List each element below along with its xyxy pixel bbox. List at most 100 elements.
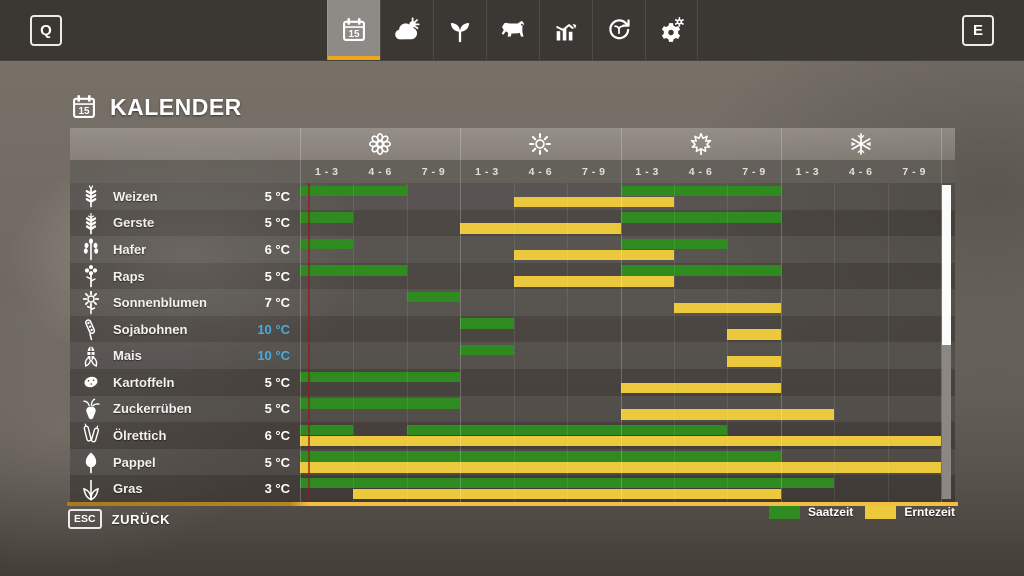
sugarbeet-icon (79, 397, 103, 421)
crop-row-weizen: Weizen 5 °C (70, 183, 955, 210)
season-winter (781, 128, 941, 160)
esc-key-badge: ESC (68, 509, 102, 529)
harvest-bar (620, 382, 781, 394)
crop-label: Gras 3 °C (70, 475, 300, 502)
crop-germination-temp: 5 °C (264, 188, 290, 204)
sow-color-swatch (768, 505, 800, 519)
crop-label: Sonnenblumen 7 °C (70, 289, 300, 316)
period-label-winter-1: 1 - 3 (795, 165, 820, 178)
tab-calendar[interactable]: 15 (326, 0, 380, 60)
scrollbar[interactable] (942, 185, 951, 499)
crop-germination-temp: 5 °C (264, 215, 290, 231)
top-menu-bar: Q 15 E (0, 0, 1024, 60)
hotkey-q-badge[interactable]: Q (30, 15, 62, 46)
legend-item-harvest: Erntezeit (865, 505, 955, 519)
back-button[interactable]: ESC ZURÜCK (68, 509, 170, 529)
crop-germination-temp: 3 °C (264, 481, 290, 497)
period-label-spring-1: 1 - 3 (314, 165, 339, 178)
period-header-row: 1 - 3 4 - 6 7 - 9 1 - 3 4 - 6 7 - 9 1 - 3 4 - 6… (70, 160, 955, 183)
crop-germination-temp: 5 °C (264, 374, 290, 390)
tab-crops[interactable] (432, 0, 486, 60)
sow-bar (300, 371, 461, 383)
sow-bar (620, 265, 781, 276)
crop-germination-temp: 10 °C (257, 321, 290, 337)
hotkey-e-badge[interactable]: E (962, 15, 994, 46)
soybean-icon (79, 317, 103, 341)
crop-row-kartoffeln: Kartoffeln 5 °C (70, 369, 955, 396)
crop-germination-temp: 5 °C (264, 268, 290, 284)
harvest-color-swatch (865, 505, 897, 519)
crop-name: Kartoffeln (113, 374, 175, 390)
crop-name: Sojabohnen (113, 321, 188, 337)
season-header-row (70, 128, 955, 160)
crop-name: Pappel (113, 454, 156, 470)
harvest-bar (513, 276, 674, 287)
crop-germination-temp: 6 °C (264, 427, 290, 443)
crop-name: Raps (113, 268, 145, 284)
crop-timeline (300, 210, 941, 237)
crop-timeline (300, 263, 941, 290)
period-label-summer-3: 7 - 9 (581, 165, 606, 178)
period-label-autumn-1: 1 - 3 (635, 165, 659, 178)
cow-icon (498, 15, 528, 45)
crop-row-hafer: Hafer 6 °C (70, 236, 955, 263)
gear-icon (656, 15, 686, 45)
crop-row-sonnenblumen: Sonnenblumen 7 °C (70, 289, 955, 316)
crop-label: Sojabohnen 10 °C (70, 316, 300, 343)
crop-timeline (300, 183, 941, 210)
svg-text:15: 15 (78, 106, 90, 117)
sow-bar (300, 477, 835, 489)
legend-item-sow: Saatzeit (768, 505, 854, 519)
scrollbar-thumb[interactable] (942, 185, 951, 346)
sow-bar (460, 344, 514, 356)
corn-icon (79, 344, 103, 368)
sow-bar (300, 212, 354, 223)
harvest-bar (460, 223, 621, 234)
crop-name: Gerste (113, 215, 155, 231)
leaf-icon (688, 131, 714, 157)
weather-icon (392, 15, 422, 45)
menu-tabs: 15 (326, 0, 698, 60)
tab-economy[interactable] (591, 0, 645, 60)
season-spring (300, 128, 460, 160)
sow-bar (620, 238, 728, 250)
crop-timeline (300, 342, 941, 369)
season-autumn (621, 128, 781, 160)
harvest-bar (300, 462, 941, 473)
crop-germination-temp: 5 °C (264, 401, 290, 417)
radish-icon (79, 423, 103, 447)
poplar-icon (79, 450, 103, 474)
period-label-spring-2: 4 - 6 (368, 165, 392, 178)
page-title: KALENDER (110, 93, 242, 120)
crop-label: Weizen 5 °C (70, 183, 300, 210)
crop-label: Kartoffeln 5 °C (70, 369, 300, 396)
crop-name: Gras (113, 481, 143, 497)
tab-statistics[interactable] (538, 0, 592, 60)
potato-icon (79, 370, 103, 394)
crop-row-zuckerrben: Zuckerrüben 5 °C (70, 395, 955, 423)
crop-germination-temp: 10 °C (257, 348, 290, 364)
sow-bar (300, 451, 781, 462)
harvest-bar (513, 196, 674, 208)
crop-name: Weizen (113, 188, 158, 204)
legend: Saatzeit Erntezeit (768, 505, 955, 519)
page-title-row: 15 KALENDER (70, 93, 242, 121)
crop-label: Ölrettich 6 °C (70, 422, 300, 449)
tab-weather[interactable] (379, 0, 433, 60)
crop-row-mais: Mais 10 °C (70, 342, 955, 370)
legend-label-sow: Saatzeit (807, 505, 854, 519)
harvest-bar (300, 435, 941, 447)
grass-icon (79, 477, 103, 501)
sow-bar (620, 212, 781, 223)
sunflower-icon (79, 290, 103, 315)
sun-icon (527, 131, 553, 157)
sow-bar (406, 424, 728, 436)
tab-settings[interactable] (644, 0, 698, 60)
tab-animals[interactable] (485, 0, 539, 60)
period-label-autumn-3: 7 - 9 (742, 165, 766, 178)
flower-icon (367, 131, 393, 157)
barley-icon (79, 211, 103, 235)
crop-timeline (300, 316, 941, 343)
crop-rows: Weizen 5 °C Gerste 5 °C Hafer 6 °C Raps … (70, 183, 955, 502)
sow-bar (300, 265, 407, 276)
